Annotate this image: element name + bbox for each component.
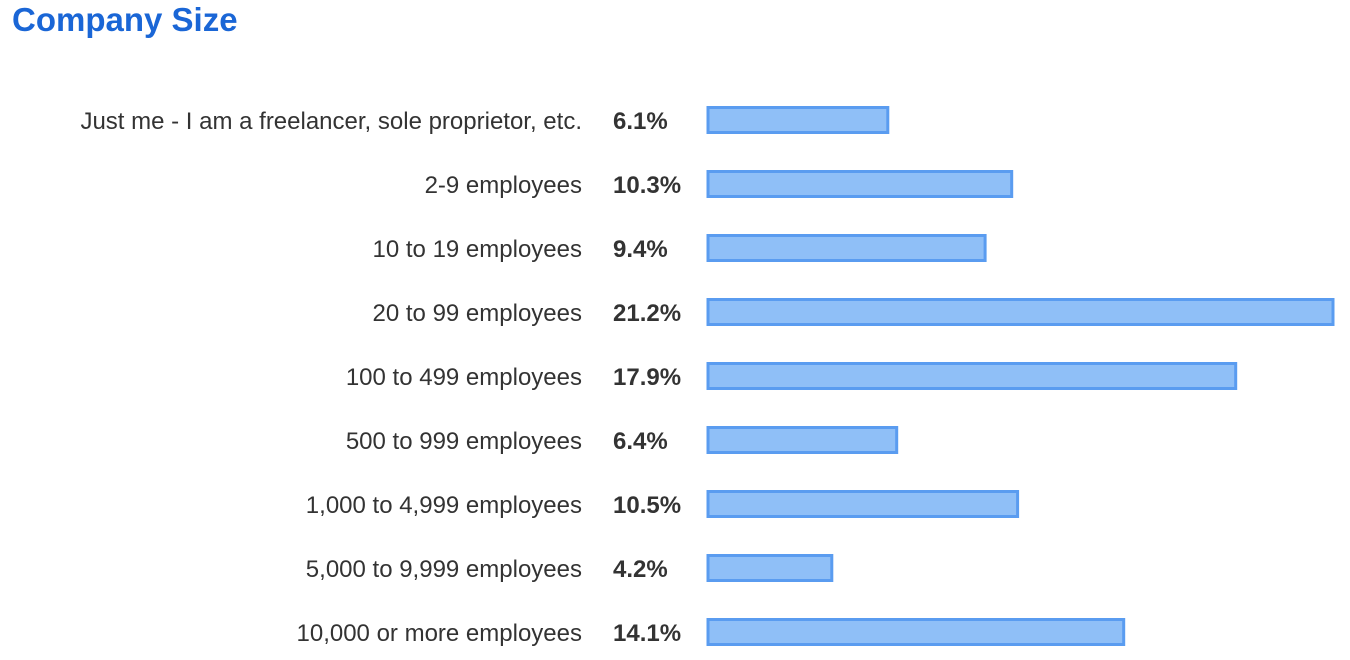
value-label: 6.1% — [613, 108, 668, 135]
bar-row: 100 to 499 employees 17.9% — [346, 362, 1238, 391]
category-label: 10 to 19 employees — [373, 236, 582, 263]
bar-row: 10 to 19 employees 9.4% — [373, 234, 987, 263]
bar — [706, 490, 1020, 518]
bar-row: Just me - I am a freelancer, sole propri… — [80, 106, 890, 135]
value-label: 14.1% — [613, 620, 681, 647]
category-label: 100 to 499 employees — [346, 364, 582, 391]
bar-row: 10,000 or more employees 14.1% — [297, 618, 1126, 647]
bar-row: 2-9 employees 10.3% — [425, 170, 1014, 199]
value-label: 17.9% — [613, 364, 681, 391]
bar — [706, 170, 1014, 198]
bar — [706, 362, 1238, 390]
chart-title: Company Size — [12, 1, 238, 38]
category-label: 20 to 99 employees — [373, 300, 582, 327]
category-label: 10,000 or more employees — [297, 620, 583, 647]
category-label: Just me - I am a freelancer, sole propri… — [80, 108, 582, 135]
bar — [706, 618, 1126, 646]
bar — [706, 106, 890, 134]
value-label: 10.5% — [613, 492, 681, 519]
bar — [706, 298, 1335, 326]
bar-row: 1,000 to 4,999 employees 10.5% — [306, 490, 1020, 519]
category-label: 5,000 to 9,999 employees — [306, 556, 582, 583]
bar-row: 20 to 99 employees 21.2% — [373, 298, 1335, 327]
category-label: 2-9 employees — [425, 172, 582, 199]
value-label: 21.2% — [613, 300, 681, 327]
bar — [706, 234, 987, 262]
category-label: 1,000 to 4,999 employees — [306, 492, 582, 519]
bar — [706, 426, 899, 454]
bar-row: 5,000 to 9,999 employees 4.2% — [306, 554, 834, 583]
bar-row: 500 to 999 employees 6.4% — [346, 426, 899, 455]
value-label: 9.4% — [613, 236, 668, 263]
value-label: 10.3% — [613, 172, 681, 199]
bar — [706, 554, 834, 582]
category-label: 500 to 999 employees — [346, 428, 582, 455]
value-label: 4.2% — [613, 556, 668, 583]
value-label: 6.4% — [613, 428, 668, 455]
